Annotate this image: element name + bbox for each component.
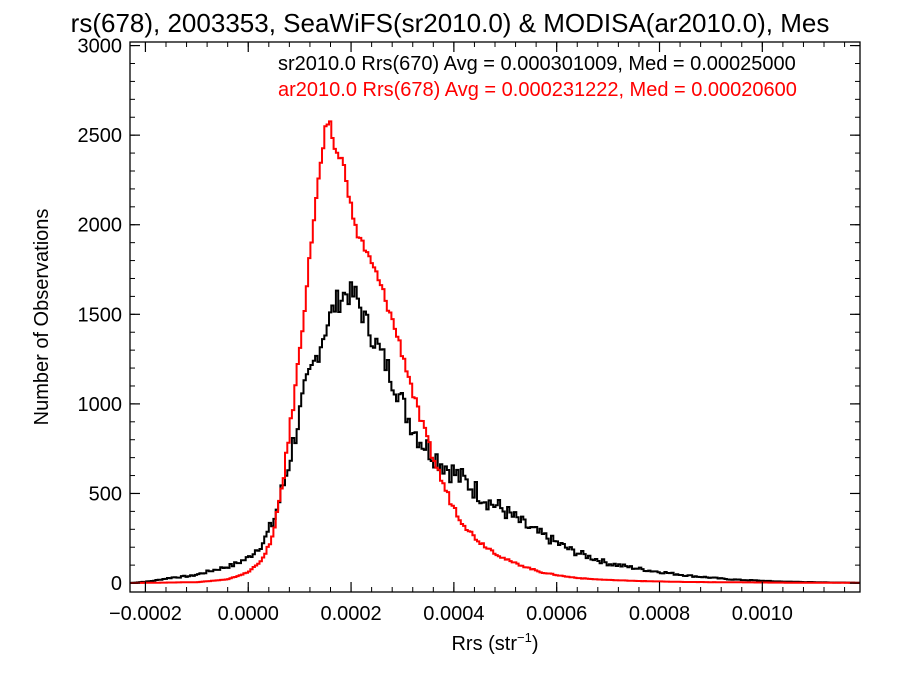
y-axis-label: Number of Observations bbox=[31, 209, 53, 426]
x-tick-label: 0.0000 bbox=[218, 603, 279, 625]
y-tick-label: 1500 bbox=[78, 304, 123, 326]
legend: sr2010.0 Rrs(670) Avg = 0.000301009, Med… bbox=[278, 53, 797, 101]
chart-title: rs(678), 2003353, SeaWiFS(sr2010.0) & MO… bbox=[71, 8, 830, 38]
x-axis-label-text: Rrs (str bbox=[451, 633, 517, 655]
x-tick-label: 0.0010 bbox=[732, 603, 793, 625]
plot-frame bbox=[129, 41, 861, 593]
y-tick-label: 500 bbox=[89, 483, 122, 505]
y-tick-label: 2500 bbox=[78, 125, 123, 147]
x-axis: −0.0002 0.0000 0.0002 0.0004 0.0006 0.0008 0.0… bbox=[109, 42, 846, 625]
histogram-series-1 bbox=[130, 281, 860, 584]
histogram-series-2 bbox=[130, 120, 860, 584]
x-tick-label: 0.0002 bbox=[320, 603, 381, 625]
y-tick-label: 3000 bbox=[78, 36, 123, 58]
x-tick-label: 0.0004 bbox=[423, 603, 484, 625]
x-tick-label: 0.0008 bbox=[629, 603, 690, 625]
y-tick-label: 1000 bbox=[78, 394, 123, 416]
plot-clip-area bbox=[130, 120, 860, 584]
y-tick-label: 0 bbox=[111, 573, 122, 595]
y-axis: 0 500 1000 1500 2000 2500 3000 bbox=[78, 36, 860, 595]
series-layer bbox=[130, 120, 860, 584]
x-tick-label: −0.0002 bbox=[109, 603, 182, 625]
legend-entry-1: sr2010.0 Rrs(670) Avg = 0.000301009, Med… bbox=[278, 53, 796, 75]
x-axis-label-close: ) bbox=[532, 633, 539, 655]
legend-entry-2: ar2010.0 Rrs(678) Avg = 0.000231222, Med… bbox=[278, 79, 797, 101]
x-tick-label: 0.0006 bbox=[526, 603, 587, 625]
y-tick-label: 2000 bbox=[78, 215, 123, 237]
x-axis-label: Rrs (str−1) bbox=[451, 630, 538, 655]
x-axis-label-superscript: −1 bbox=[517, 630, 532, 645]
